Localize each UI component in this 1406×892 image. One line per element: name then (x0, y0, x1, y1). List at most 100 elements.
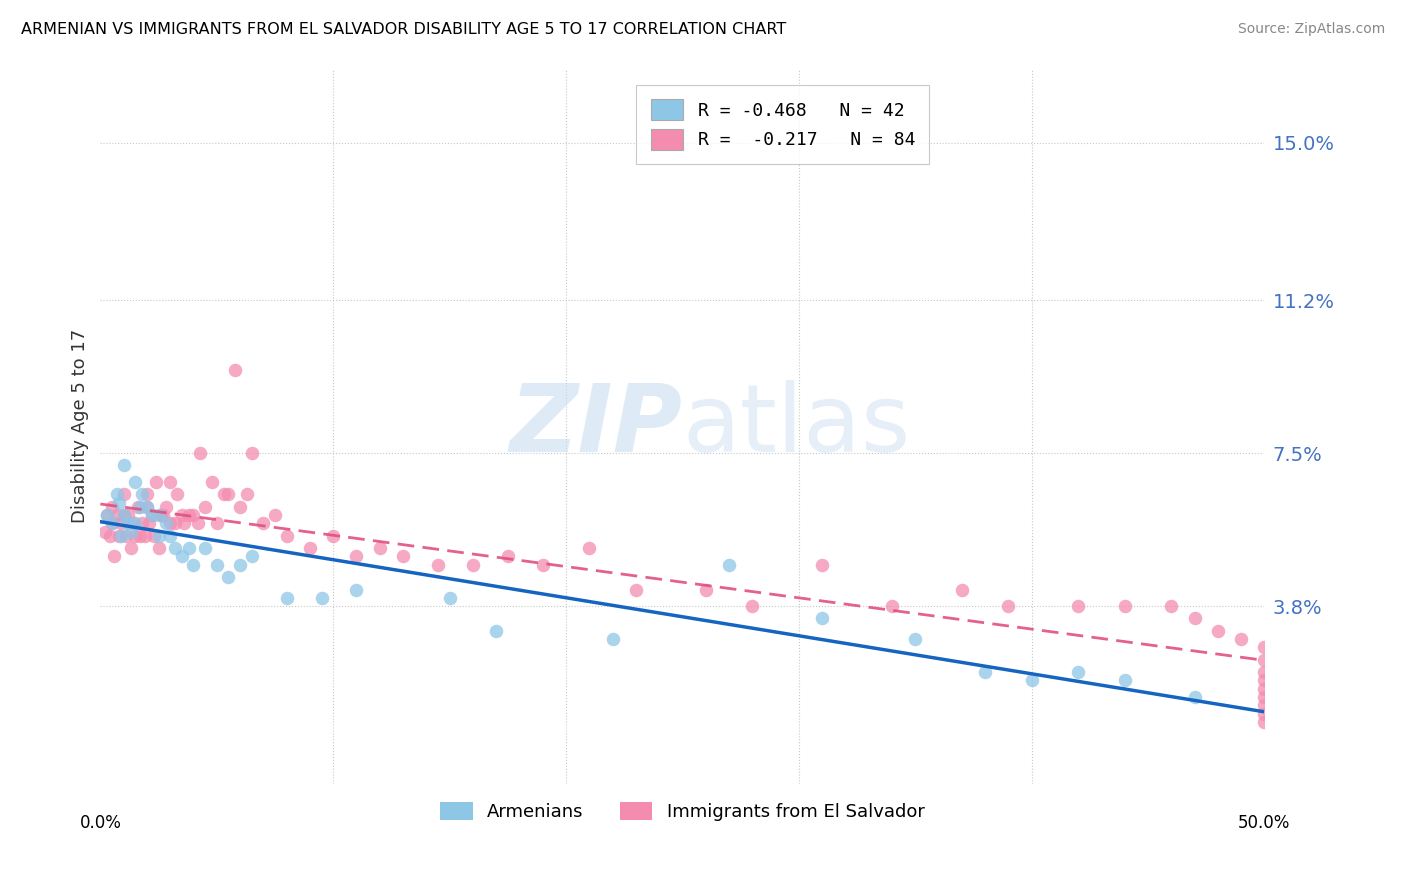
Point (96, 508, 118, 522)
Point (149, 508, 172, 522)
Point (346, 549, 368, 564)
Point (485, 624, 508, 638)
Point (1021, 673, 1043, 688)
Point (94, 524, 117, 539)
Point (439, 591, 461, 605)
Point (177, 541, 200, 556)
Point (624, 582, 647, 597)
Point (108, 529, 131, 543)
Point (129, 500, 152, 514)
Point (1253, 690, 1275, 704)
Point (173, 516, 195, 531)
Point (183, 508, 205, 522)
Point (240, 446, 263, 460)
Point (115, 529, 138, 543)
Point (187, 516, 209, 531)
Point (904, 632, 927, 647)
Point (127, 500, 149, 514)
Point (120, 541, 142, 556)
Point (1230, 632, 1253, 647)
Point (217, 487, 239, 501)
Point (124, 516, 146, 531)
Point (194, 500, 217, 514)
Point (1253, 714, 1275, 729)
Point (148, 508, 170, 522)
Point (117, 516, 139, 531)
Point (159, 529, 181, 543)
Point (252, 516, 274, 531)
Point (426, 558, 449, 572)
Point (1253, 681, 1275, 696)
Point (1253, 706, 1275, 721)
Point (531, 558, 554, 572)
Y-axis label: Disability Age 5 to 17: Disability Age 5 to 17 (72, 329, 89, 524)
Point (880, 599, 903, 613)
Point (1184, 690, 1206, 704)
Point (392, 549, 415, 564)
Point (578, 541, 600, 556)
Point (112, 508, 135, 522)
Point (120, 524, 142, 539)
Point (1253, 640, 1275, 655)
Point (190, 446, 212, 460)
Point (155, 500, 177, 514)
Point (1253, 673, 1275, 688)
Point (122, 516, 145, 531)
Point (1206, 624, 1229, 638)
Point (205, 558, 228, 572)
Point (276, 529, 298, 543)
Point (135, 500, 157, 514)
Point (741, 599, 763, 613)
Point (212, 487, 235, 501)
Point (236, 487, 259, 501)
Point (110, 516, 132, 531)
Point (124, 475, 146, 489)
Point (148, 529, 170, 543)
Point (103, 549, 125, 564)
Point (811, 558, 834, 572)
Point (170, 549, 193, 564)
Point (240, 549, 263, 564)
Point (177, 508, 200, 522)
Legend: Armenians, Immigrants from El Salvador: Armenians, Immigrants from El Salvador (433, 795, 932, 829)
Point (159, 475, 181, 489)
Point (1253, 665, 1275, 680)
Point (811, 611, 834, 625)
Point (194, 541, 217, 556)
Point (1160, 599, 1182, 613)
Point (1067, 599, 1090, 613)
Point (138, 516, 160, 531)
Point (131, 516, 153, 531)
Point (1114, 673, 1136, 688)
Text: 50.0%: 50.0% (1239, 814, 1291, 832)
Point (717, 558, 740, 572)
Point (695, 582, 717, 597)
Point (1253, 698, 1275, 713)
Text: 0.0%: 0.0% (79, 814, 121, 832)
Point (134, 529, 156, 543)
Point (229, 500, 252, 514)
Point (152, 508, 174, 522)
Text: ARMENIAN VS IMMIGRANTS FROM EL SALVADOR DISABILITY AGE 5 TO 17 CORRELATION CHART: ARMENIAN VS IMMIGRANTS FROM EL SALVADOR … (21, 22, 786, 37)
Point (217, 570, 239, 584)
Point (96, 508, 118, 522)
Point (98, 529, 121, 543)
Point (974, 665, 997, 680)
Point (112, 487, 135, 501)
Point (1114, 599, 1136, 613)
Point (159, 516, 181, 531)
Point (112, 508, 135, 522)
Point (224, 363, 246, 377)
Point (183, 558, 205, 572)
Point (155, 516, 177, 531)
Point (1253, 653, 1275, 667)
Point (166, 487, 188, 501)
Text: atlas: atlas (682, 380, 911, 472)
Point (129, 529, 152, 543)
Point (311, 591, 333, 605)
Point (148, 541, 170, 556)
Text: ZIP: ZIP (509, 380, 682, 472)
Point (101, 516, 124, 531)
Point (346, 582, 368, 597)
Point (298, 541, 321, 556)
